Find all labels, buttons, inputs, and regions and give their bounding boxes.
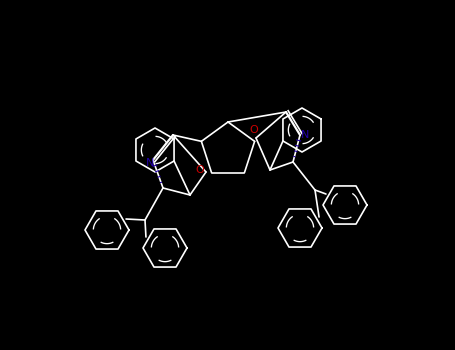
Text: O: O [196, 165, 204, 175]
Text: N: N [301, 130, 309, 140]
Text: N: N [146, 158, 154, 168]
Text: O: O [250, 125, 258, 135]
